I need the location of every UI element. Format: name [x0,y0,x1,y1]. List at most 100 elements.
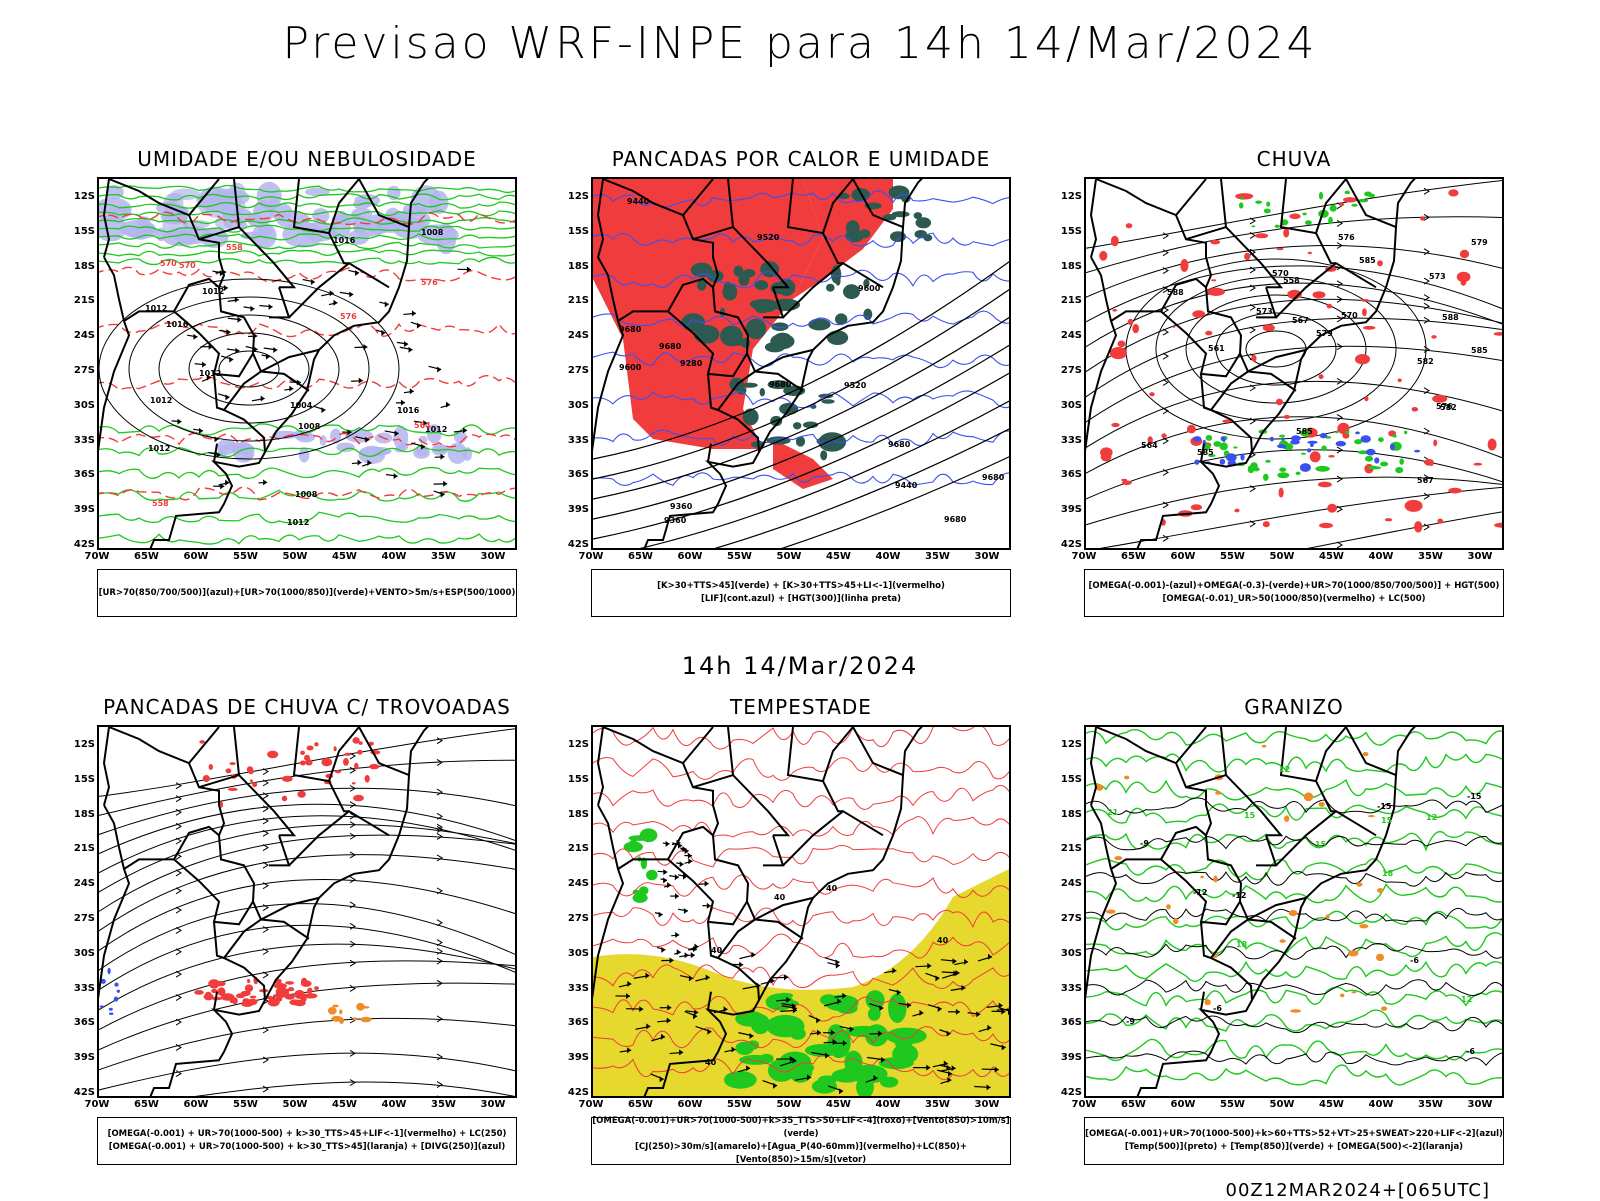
country-border [1276,811,1376,865]
shaded-area [109,1008,113,1011]
lat-label: 27S [1052,365,1082,376]
contour-label: 570 [179,261,196,270]
shaded-area [1240,453,1244,460]
shaded-area [339,1018,344,1024]
streamline-arrow [437,1054,442,1060]
wind-vector-head [675,932,679,938]
shaded-area [755,280,769,290]
shaded-area [1172,326,1175,328]
shaded-area [794,1063,814,1073]
lat-label: 39S [559,1052,589,1063]
shaded-area [1364,396,1368,401]
contour-label: -9 [1126,1017,1135,1026]
shaded-area [1330,205,1337,212]
mid-title: 14h 14/Mar/2024 [0,652,1600,680]
shaded-area [285,981,294,985]
shaded-area [1381,1006,1387,1010]
lon-label: 35W [424,551,464,562]
shaded-area [827,330,848,345]
streamline-arrow [350,877,355,883]
shaded-area [793,422,801,429]
lat-label: 15S [65,226,95,237]
panel-title-umidade: UMIDADE E/OU NEBULOSIDADE [97,147,517,171]
shaded-area [743,409,759,426]
contour-label: 1016 [333,236,356,245]
legend-tempestade: [OMEGA(-0.001)+UR>70(1000-500)+k>35_TTS>… [591,1117,1011,1165]
contour-label: 9680 [659,342,682,351]
shaded-area [117,990,120,993]
shaded-area [1448,488,1461,494]
shaded-area [1263,324,1275,331]
country-border [1201,992,1204,1010]
shaded-area [282,796,287,802]
contour-line [1086,980,1504,996]
lon-label: 50W [1262,551,1302,562]
shaded-area [212,997,223,1001]
shaded-area [1351,204,1357,207]
lat-label: 42S [1052,539,1082,550]
panel-title-trovoadas: PANCADAS DE CHUVA C/ TROVOADAS [97,695,517,719]
shaded-area [1099,251,1107,261]
shaded-area [1118,341,1126,348]
contour-label: 1012 [287,518,309,527]
streamline-arrow [1163,353,1168,359]
shaded-area [369,764,379,769]
contour-label: 579 [1471,238,1488,247]
shaded-area [1283,228,1289,237]
shaded-area [1461,279,1467,286]
shaded-area [1223,437,1226,442]
country-border [823,781,843,811]
lat-label: 24S [559,878,589,889]
streamline-arrow [1337,476,1342,482]
contour-line [129,297,369,441]
contour-label: -6 [1410,956,1419,965]
streamline-arrow [176,907,181,913]
country-border [234,727,239,775]
shaded-area [1327,304,1333,309]
shaded-area [1111,236,1119,247]
shaded-area [1339,203,1344,206]
shaded-area [110,206,130,213]
lon-label: 45W [325,551,365,562]
country-border [1176,727,1206,763]
lon-label: 45W [1312,551,1352,562]
contour-label: 1012 [148,444,170,453]
lon-label: 30W [1460,551,1500,562]
country-border [755,350,813,372]
legend-granizo: [OMEGA(-0.001)+UR>70(1000-500)+k>60+TTS>… [1084,1117,1504,1165]
shaded-area [1356,882,1362,886]
shaded-area [268,998,280,1007]
shaded-area [1365,456,1373,462]
shaded-area [1289,214,1300,220]
shaded-area [1106,910,1116,914]
contour-line [1086,858,1504,879]
shaded-area [825,995,859,1011]
shaded-area [248,769,254,774]
streamline-arrow [1424,317,1429,323]
shaded-area [1251,355,1256,362]
shaded-area [790,1028,806,1040]
country-border [783,811,883,865]
shaded-area [267,751,278,759]
streamline-arrow [1337,220,1342,226]
wind-vector-head [199,428,203,434]
shaded-area [226,768,232,773]
shaded-area [1250,462,1258,470]
wind-vector-head [751,952,755,958]
lat-label: 18S [1052,809,1082,820]
legend-line: [OMEGA(-0.001)+UR>70(1000-500)+k>60+TTS>… [1085,1128,1503,1141]
shaded-area [1173,918,1178,924]
country-border [1316,233,1336,263]
shaded-area [1340,994,1344,998]
shaded-area [826,284,835,292]
contour-label: 1012 [202,287,224,296]
shaded-area [321,758,332,766]
map-canvas-trovoadas [99,727,517,1098]
shaded-area [1262,745,1267,748]
shaded-area [888,993,906,1023]
panel-title-tempestade: TEMPESTADE [591,695,1011,719]
contour-label: 573 [1256,307,1273,316]
shaded-area [1399,458,1404,464]
shaded-area [109,1013,114,1015]
